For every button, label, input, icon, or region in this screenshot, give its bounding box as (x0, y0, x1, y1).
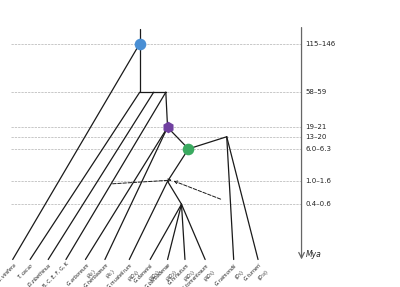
Text: $\it{G. hirsutum}$
$(AD_1)$: $\it{G. hirsutum}$ $(AD_1)$ (165, 261, 198, 287)
Text: $\it{V. vinifera}$: $\it{V. vinifera}$ (0, 261, 18, 284)
Text: 1.0–1.6: 1.0–1.6 (306, 178, 332, 184)
Text: 0.4–0.6: 0.4–0.6 (306, 201, 332, 207)
Text: 13–20: 13–20 (306, 134, 327, 140)
Point (136, 41, 143, 46)
Text: 19–21: 19–21 (306, 124, 327, 130)
Text: $\it{G. tomentosum}$
$(AD_5)$: $\it{G. tomentosum}$ $(AD_5)$ (179, 261, 218, 287)
Text: $\it{D. zibethinus}$: $\it{D. zibethinus}$ (26, 261, 54, 287)
Text: $\it{G. arboreum}$
$(A_2)$: $\it{G. arboreum}$ $(A_2)$ (64, 261, 98, 287)
Point (185, 147, 192, 151)
Text: $\it{G. barbadense}$
$(AD_2)$: $\it{G. barbadense}$ $(AD_2)$ (143, 261, 180, 287)
Text: $\it{G. mustelinum}$
$(AD_4)$: $\it{G. mustelinum}$ $(AD_4)$ (104, 261, 142, 287)
Text: 115–146: 115–146 (306, 41, 336, 47)
Text: 6.0–6.3: 6.0–6.3 (306, 146, 332, 152)
Text: $\it{G. herbaceum}$
$(A_1)$: $\it{G. herbaceum}$ $(A_1)$ (81, 261, 118, 287)
Point (164, 125, 171, 130)
Text: Mya: Mya (306, 250, 322, 259)
Text: $\it{G. darwinii}$
$(AD_6)$: $\it{G. darwinii}$ $(AD_6)$ (132, 261, 163, 287)
Text: B, C, E, F, G, K: B, C, E, F, G, K (42, 261, 70, 287)
Text: $\it{G. raimondii}$
$(D_5)$: $\it{G. raimondii}$ $(D_5)$ (213, 261, 246, 287)
Text: 58–59: 58–59 (306, 89, 327, 95)
Text: $\it{G. turneri}$
$(D_{10})$: $\it{G. turneri}$ $(D_{10})$ (241, 261, 271, 287)
Text: $\it{T. cacao}$: $\it{T. cacao}$ (16, 261, 36, 281)
